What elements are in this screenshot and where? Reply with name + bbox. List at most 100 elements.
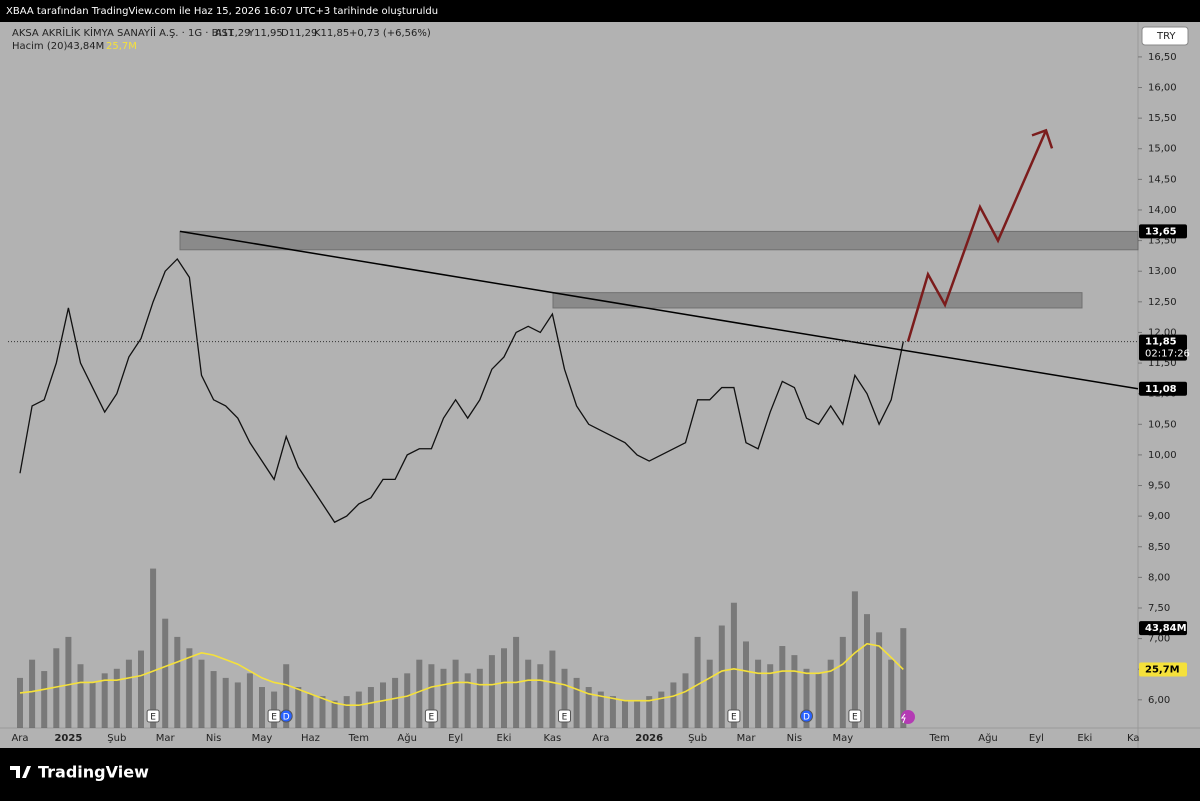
volume-bar [646,696,653,728]
symbol: AKSA AKRİLİK KİMYA SANAYİİ A.Ş. · 1G · B… [12,26,235,39]
volume-bar [682,673,689,728]
volume-bar [234,682,241,728]
x-tick-label: Ara [11,733,28,744]
y-tick-label: 7,50 [1148,603,1170,614]
volume-bar [452,659,459,728]
y-tick-label: 16,50 [1148,52,1177,63]
volume-bar [17,677,23,728]
event-label: E [562,713,568,723]
volume-bar [464,673,471,728]
volume-bar [198,659,205,728]
x-tick-label: Mar [737,733,757,744]
volume-bar [634,700,641,728]
volume-bar [331,700,338,728]
price-label-box [1139,381,1187,396]
volume-bar [573,677,580,728]
event-label: E [429,713,435,723]
volume-bar [851,591,858,728]
top-bar [0,0,1200,22]
volume-bar [392,677,399,728]
event-label: D [283,713,290,723]
volume-bar [319,696,326,728]
ohlc-value: K11,85 [314,28,349,39]
currency-button[interactable] [1141,26,1189,46]
volume-bar [77,664,84,728]
volume-bar [815,673,822,728]
volume-bar [355,691,362,728]
x-tick-label: Eki [1077,733,1092,744]
volume-bar [476,668,483,728]
zone [179,230,1139,251]
volume-bar [706,659,713,728]
price-label: 43,84M [1145,623,1187,634]
volume-bar [246,673,253,728]
price-label-box [1139,621,1187,636]
volume-bar [803,668,810,728]
chart-bg [0,22,1200,748]
y-tick-label: 13,00 [1148,266,1177,277]
x-tick-label: 2026 [635,733,663,744]
volume-bar [755,659,762,728]
volume-bar [138,650,144,728]
y-tick-label: 14,50 [1148,174,1177,185]
volume-bar [307,693,314,728]
x-tick-label: May [252,733,273,744]
volume-bar [561,668,568,728]
volume-bar [101,673,108,728]
volume-bar [210,671,217,728]
y-tick-label: 8,00 [1148,572,1170,583]
price-label: 25,7M [1145,664,1180,675]
x-tick-label: Haz [301,733,320,744]
price-label-box [1139,662,1187,677]
countdown: 02:17:26 [1145,349,1190,360]
ohlc-value: D11,29 [281,28,317,39]
dividend-icon-glyph [901,713,906,724]
footer [0,748,1200,797]
event-marker [848,709,862,723]
ohlc-value: A11,29 [215,28,250,39]
y-tick-label: 7,00 [1148,634,1170,645]
event-label: D [803,713,810,723]
event-marker [424,709,438,723]
legend: AKSA AKRİLİK KİMYA SANAYİİ A.Ş. · 1G · B… [12,26,431,52]
volume-bar [440,668,447,728]
x-tick-label: Tem [928,733,949,744]
volume-bar [416,659,423,728]
volume-ma-line [19,642,904,707]
y-tick-label: 6,00 [1148,695,1170,706]
volume-bar [730,602,737,728]
volume-bar [150,568,157,728]
y-tick-label: 13,50 [1148,236,1177,247]
volume-bar [549,650,556,728]
event-marker [727,709,741,723]
x-tick-label: Tem [348,733,369,744]
volume-bar [839,636,846,728]
volume-bar [585,687,592,728]
y-tick-label: 9,00 [1148,511,1170,522]
currency[interactable]: TRY [1156,31,1176,42]
x-tick-label: Ağu [397,732,417,744]
volume-bar [827,659,834,728]
volume-bar [125,659,132,728]
volume-bar [718,625,725,728]
logo [10,766,31,778]
x-tick-label: May [832,733,853,744]
y-tick-label: 12,00 [1148,327,1177,338]
x-tick-label: Ka [1127,733,1140,744]
volume-bar [864,614,870,728]
zone [552,292,1083,309]
y-tick-label: 16,00 [1148,83,1177,94]
event-marker [800,709,813,723]
volume-bar [186,648,193,728]
volume-bar [222,677,229,728]
trendline [179,230,1139,390]
y-tick-label: 15,00 [1148,144,1177,155]
event-marker [279,709,293,723]
event-label: E [150,713,156,723]
y-tick-label: 15,50 [1148,113,1177,124]
brand: TradingView [38,763,149,782]
volume-bar [162,618,169,728]
volume-bar [622,700,628,728]
price-label-box [1139,224,1187,239]
volume-bar [791,655,798,728]
